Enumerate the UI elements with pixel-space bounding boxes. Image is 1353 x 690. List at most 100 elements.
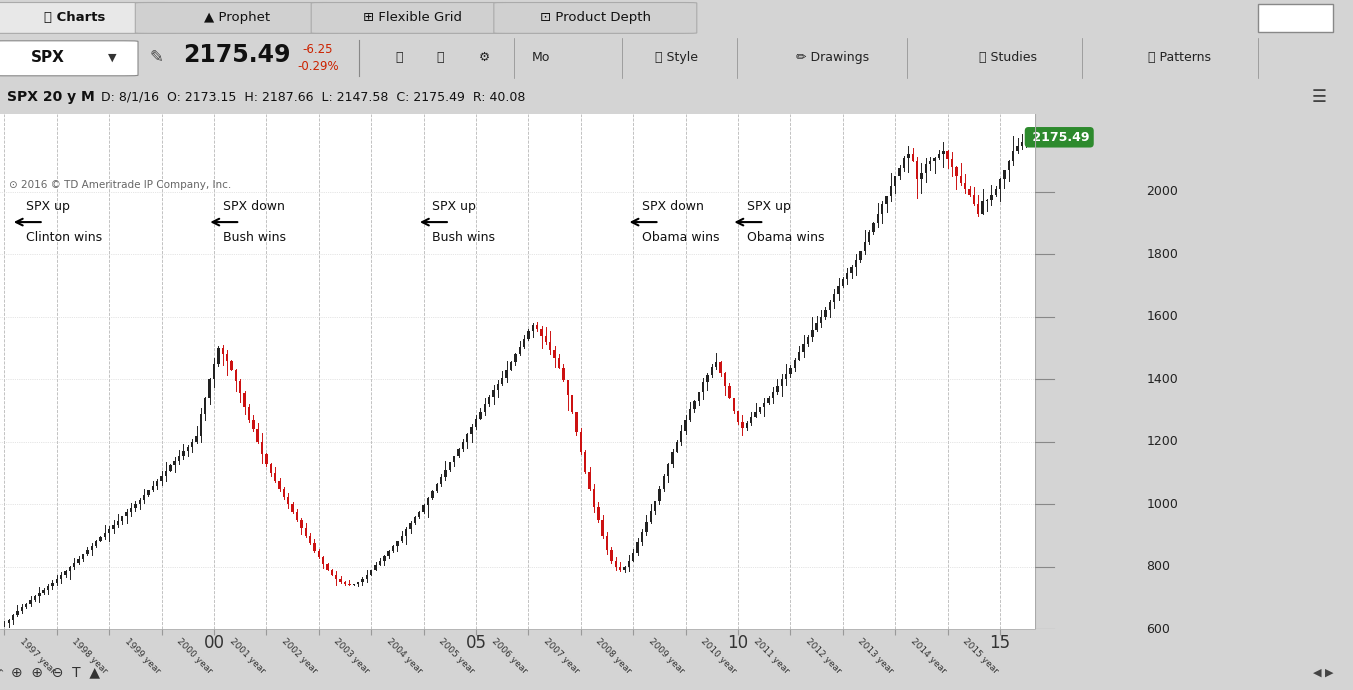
Bar	[851, 267, 852, 273]
Bar	[706, 375, 709, 382]
Text: 05: 05	[465, 633, 487, 651]
Bar	[130, 508, 133, 512]
Bar	[126, 512, 127, 516]
Bar	[353, 584, 354, 585]
Text: ◀ ▶: ◀ ▶	[1312, 668, 1334, 678]
Bar	[824, 310, 827, 317]
Bar	[689, 409, 691, 420]
Bar	[947, 151, 948, 159]
Bar	[963, 183, 966, 189]
Bar	[497, 384, 499, 391]
Bar	[112, 524, 115, 529]
Bar	[239, 381, 241, 393]
Bar	[951, 159, 954, 167]
Bar	[147, 491, 150, 495]
Bar	[877, 214, 879, 223]
Bar	[183, 451, 184, 456]
Bar	[444, 470, 446, 477]
Bar	[1016, 146, 1019, 151]
Bar	[571, 395, 574, 412]
Bar	[432, 491, 433, 498]
Text: -6.25: -6.25	[303, 43, 333, 56]
Bar	[710, 367, 713, 375]
FancyBboxPatch shape	[1258, 3, 1333, 32]
Bar	[506, 370, 507, 378]
Bar	[681, 431, 682, 442]
Bar	[449, 462, 451, 470]
Bar	[969, 189, 970, 195]
Bar	[618, 566, 621, 570]
Bar	[375, 565, 376, 570]
Bar	[99, 537, 101, 541]
Bar	[606, 535, 609, 550]
Bar	[746, 423, 748, 428]
Bar	[400, 535, 403, 541]
Text: SPX up: SPX up	[26, 200, 70, 213]
Bar	[138, 500, 141, 504]
Bar	[698, 392, 700, 402]
Bar	[557, 358, 560, 368]
Bar	[156, 481, 158, 486]
Bar	[273, 473, 276, 481]
Bar	[614, 560, 617, 566]
Bar	[999, 179, 1001, 189]
Bar	[1026, 137, 1027, 142]
Text: -0.29%: -0.29%	[298, 60, 338, 73]
Bar	[912, 154, 915, 161]
Bar	[300, 520, 303, 528]
Bar	[750, 417, 752, 423]
Bar	[344, 582, 346, 584]
Bar	[187, 446, 189, 451]
Text: 800: 800	[1146, 560, 1170, 573]
Bar	[471, 427, 472, 434]
FancyBboxPatch shape	[311, 3, 514, 33]
Text: 1000: 1000	[1146, 497, 1178, 511]
Text: 1200: 1200	[1146, 435, 1178, 448]
Bar	[994, 189, 997, 195]
Bar	[73, 563, 76, 566]
Bar	[426, 498, 429, 505]
Bar	[81, 554, 84, 559]
Bar	[465, 434, 468, 442]
Bar	[77, 559, 80, 563]
Bar	[291, 504, 294, 512]
Bar	[894, 177, 897, 186]
Bar	[191, 442, 193, 446]
Bar	[833, 295, 835, 302]
Bar	[863, 242, 866, 251]
Bar	[977, 204, 980, 214]
Bar	[212, 364, 215, 380]
Bar	[777, 386, 778, 392]
Bar	[340, 580, 342, 582]
Bar	[20, 607, 23, 611]
Bar	[87, 550, 88, 554]
Text: ⚙: ⚙	[479, 51, 490, 64]
Bar	[69, 566, 72, 571]
Bar	[828, 302, 831, 310]
Bar	[1008, 161, 1011, 170]
Bar	[802, 344, 805, 352]
Text: ⊡ Product Depth: ⊡ Product Depth	[540, 11, 651, 23]
Text: 2000: 2000	[1146, 186, 1178, 199]
Bar	[842, 279, 844, 286]
Bar	[492, 391, 495, 397]
Text: ⊙ 2016 © TD Ameritrade IP Company, Inc.: ⊙ 2016 © TD Ameritrade IP Company, Inc.	[8, 179, 231, 190]
Bar	[510, 362, 513, 370]
Text: Bush wins: Bush wins	[223, 231, 285, 244]
Bar	[55, 579, 58, 583]
FancyBboxPatch shape	[135, 3, 338, 33]
Bar	[720, 362, 721, 373]
Bar	[990, 195, 993, 200]
Text: 15: 15	[989, 633, 1011, 651]
Bar	[314, 544, 315, 551]
Text: SPX up: SPX up	[747, 200, 790, 213]
Bar	[540, 329, 543, 335]
Bar	[269, 464, 272, 473]
Bar	[924, 164, 927, 173]
Bar	[418, 512, 421, 518]
Bar	[518, 346, 521, 355]
Bar	[759, 408, 762, 412]
Bar	[383, 556, 386, 560]
Bar	[732, 398, 735, 411]
Bar	[244, 393, 246, 408]
